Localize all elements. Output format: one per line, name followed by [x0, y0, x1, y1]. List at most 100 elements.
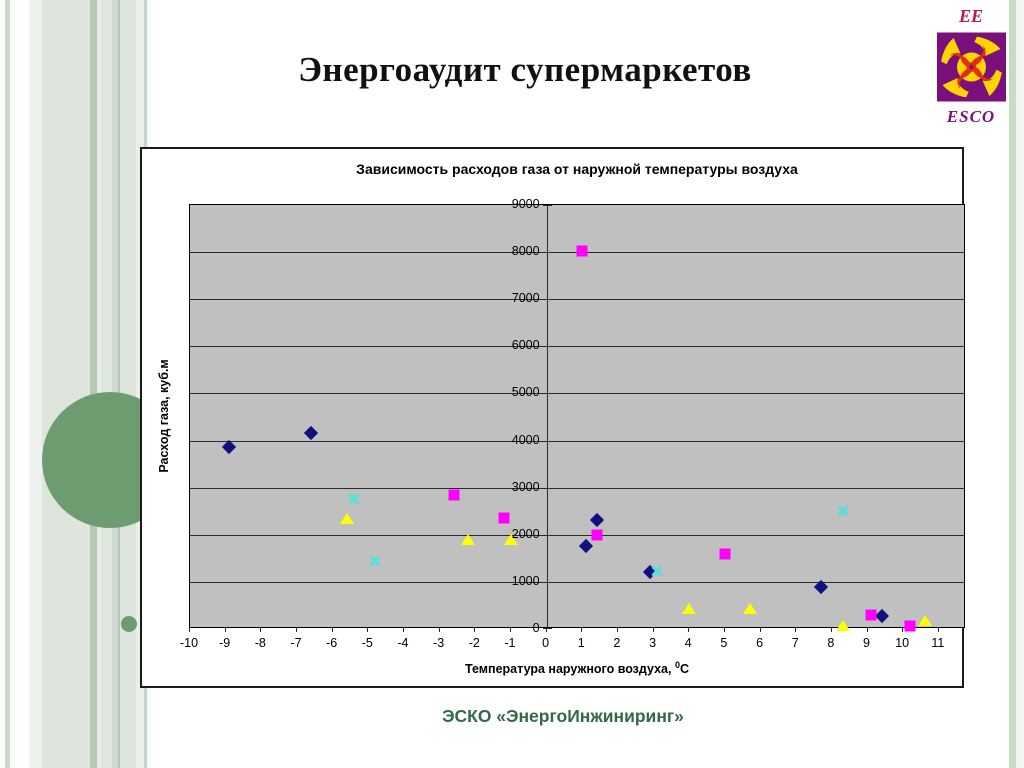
data-point-navy-diamonds: [874, 608, 889, 623]
x-axis-tick: [652, 628, 654, 632]
data-point-yellow-triangles: [461, 533, 476, 545]
x-axis-tick: [759, 628, 761, 632]
x-tick-label: -1: [504, 636, 516, 650]
gridline: [190, 346, 964, 348]
value-axis-tick: [542, 252, 552, 254]
data-point-magenta-squares: [865, 609, 877, 621]
data-point-yellow-triangles: [917, 614, 932, 626]
data-point-yellow-triangles: [742, 603, 757, 615]
plot-area: 0 1000 2000 3000 4000 5000 6000 7000 8000 9000: [189, 197, 965, 635]
gridline: [190, 393, 964, 395]
data-point-navy-diamonds: [578, 539, 593, 554]
x-tick-label: 5: [720, 636, 728, 650]
left-stripe-decoration: [0, 0, 152, 768]
data-point-yellow-triangles: [339, 512, 354, 524]
value-axis-tick: [542, 393, 552, 395]
chart-title: Зависимость расходов газа от наружной те…: [356, 161, 798, 177]
x-tick-label: 11: [931, 636, 945, 650]
x-tick-label: -7: [290, 636, 302, 650]
x-axis-tick: [545, 628, 547, 632]
value-axis-line: [546, 205, 548, 627]
gridline: [190, 534, 964, 536]
x-axis-tick: [830, 628, 832, 632]
x-axis-title: Температура наружного воздуха, 0С: [189, 660, 965, 676]
x-tick-label: -4: [397, 636, 409, 650]
y-tick-label: 0: [532, 621, 540, 635]
x-axis-tick: [795, 628, 797, 632]
value-axis-tick: [542, 628, 552, 629]
data-point-yellow-triangles: [835, 620, 850, 632]
x-axis-tick: [331, 628, 333, 632]
x-axis-title-unit: С: [679, 662, 689, 677]
x-axis-tick: [902, 628, 904, 632]
x-axis-tick: [616, 628, 618, 632]
data-point-cyan-crosses: [651, 564, 664, 577]
x-tick-label: 0: [542, 636, 550, 650]
data-point-cyan-crosses: [348, 492, 361, 505]
value-axis-tick: [542, 487, 552, 489]
x-tick-label: 2: [613, 636, 621, 650]
value-axis-tick: [542, 534, 552, 536]
data-point-navy-diamonds: [222, 439, 237, 454]
value-axis-tick: [542, 581, 552, 583]
x-axis-tick: [189, 628, 190, 632]
logo-swirl-icon: [936, 32, 1006, 102]
x-axis-tick: [474, 628, 476, 632]
x-tick-label: 3: [649, 636, 657, 650]
esco-logo: EE ESCO: [933, 6, 1009, 127]
data-point-magenta-squares: [591, 529, 603, 541]
logo-esco-text: ESCO: [946, 107, 996, 126]
x-tick-label: 10: [895, 636, 910, 650]
x-axis-tick: [438, 628, 440, 632]
x-tick-label: -5: [361, 636, 373, 650]
gridline: [190, 581, 964, 583]
y-axis-title: Расход газа, куб.м: [157, 359, 171, 473]
logo-ee-text: EE: [958, 6, 983, 26]
x-axis-tick: [581, 628, 583, 632]
x-axis-title-superscript: 0: [674, 660, 680, 670]
y-tick-label: 6000: [511, 338, 540, 353]
x-axis-title-text: Температура наружного воздуха,: [465, 662, 675, 677]
x-axis-tick: [224, 628, 226, 632]
x-tick-label: 7: [791, 636, 799, 650]
y-tick-label: 2000: [511, 526, 540, 541]
value-axis-tick: [542, 205, 552, 206]
right-stripe-decoration: [1006, 0, 1024, 768]
data-point-navy-diamonds: [304, 425, 319, 440]
y-tick-label: 4000: [511, 432, 540, 447]
x-tick-label: 4: [684, 636, 692, 650]
x-axis-tick: [402, 628, 404, 632]
y-tick-label: 3000: [511, 479, 540, 494]
x-axis-tick: [509, 628, 511, 632]
chart-container: Зависимость расходов газа от наружной те…: [140, 147, 965, 688]
data-point-magenta-squares: [904, 620, 916, 632]
value-axis-tick: [542, 299, 552, 301]
y-tick-label: 7000: [511, 291, 540, 306]
x-tick-label: 8: [827, 636, 835, 650]
x-tick-label: 1: [577, 636, 585, 650]
x-axis-tick: [367, 628, 369, 632]
data-point-yellow-triangles: [503, 533, 518, 545]
x-tick-label: -3: [433, 636, 445, 650]
data-point-magenta-squares: [576, 245, 588, 257]
data-point-navy-diamonds: [589, 512, 604, 527]
x-tick-label: -8: [254, 636, 266, 650]
data-point-magenta-squares: [719, 548, 731, 560]
x-tick-label: -9: [219, 636, 231, 650]
green-dot-decoration: [121, 616, 137, 632]
gridline: [190, 440, 964, 442]
x-axis-tick: [260, 628, 262, 632]
x-axis-tick: [866, 628, 868, 632]
data-point-cyan-crosses: [836, 505, 849, 518]
data-point-cyan-crosses: [369, 554, 382, 567]
y-tick-label: 9000: [511, 197, 540, 211]
x-tick-label: -2: [468, 636, 480, 650]
data-point-magenta-squares: [448, 489, 460, 501]
x-axis-tick: [723, 628, 725, 632]
y-tick-label: 5000: [511, 385, 540, 400]
data-point-yellow-triangles: [682, 603, 697, 615]
value-axis-tick: [542, 440, 552, 442]
gridline: [190, 487, 964, 489]
x-tick-label: -6: [326, 636, 338, 650]
